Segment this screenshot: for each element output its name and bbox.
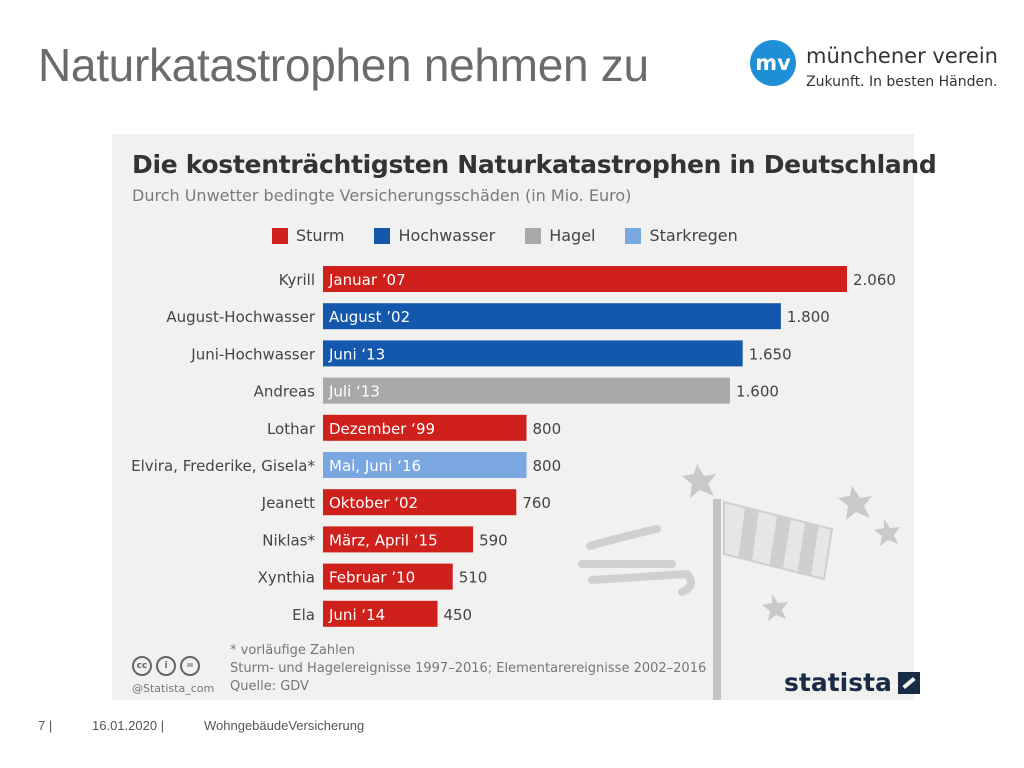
value-label: 1.800 (787, 308, 830, 326)
value-label: 1.650 (749, 345, 792, 363)
license-icons: cc i = (132, 656, 200, 676)
bar (323, 452, 527, 478)
chart-legend: Sturm Hochwasser Hagel Starkregen (272, 226, 738, 245)
bar (323, 303, 781, 330)
legend-swatch (525, 227, 542, 244)
bar (323, 266, 847, 292)
statista-credit: @Statista_com (132, 682, 215, 695)
footer-date: 16.01.2020 | (92, 718, 165, 733)
value-label: 510 (459, 569, 488, 587)
bar (323, 489, 517, 516)
bar-date-label: August ’02 (329, 308, 410, 326)
footer-topic: WohngebäudeVersicherung (204, 718, 365, 733)
statista-logo: statista (784, 668, 920, 697)
bar-date-label: Februar ’10 (329, 569, 415, 587)
bar-date-label: Juni ‘14 (328, 606, 385, 624)
bar-date-label: Oktober ‘02 (329, 494, 418, 512)
bar-date-label: Januar ’07 (328, 271, 406, 289)
windsock-decoration (578, 464, 900, 700)
note-line: * vorläufige Zahlen (230, 643, 355, 658)
value-label: 1.600 (736, 383, 779, 401)
no-derivatives-icon: = (180, 656, 200, 676)
note-line: Sturm- und Hagelereignisse 1997–2016; El… (230, 661, 707, 676)
bar (323, 600, 438, 627)
bar-date-label: Mai, Juni ‘16 (329, 457, 421, 475)
legend-item-hagel: Hagel (525, 226, 595, 245)
bar-date-label: Juli ‘13 (328, 383, 380, 401)
category-label: August-Hochwasser (166, 308, 315, 326)
statista-wordmark: statista (784, 668, 892, 697)
cc-icon: cc (132, 656, 152, 676)
note-line: Quelle: GDV (230, 679, 309, 694)
chart-notes: * vorläufige Zahlen Sturm- und Hagelerei… (230, 642, 706, 696)
legend-swatch (625, 227, 642, 244)
bar (323, 340, 743, 367)
category-label: Niklas* (262, 531, 315, 549)
value-label: 590 (479, 531, 508, 549)
legend-swatch (272, 227, 288, 244)
category-label: Jeanett (261, 494, 315, 512)
category-label: Xynthia (258, 569, 315, 587)
legend-label: Sturm (296, 226, 345, 245)
bar-date-label: Dezember ‘99 (329, 420, 435, 438)
legend-swatch (374, 227, 391, 244)
logo-name: münchener verein (806, 44, 998, 68)
legend-label: Hagel (549, 226, 596, 245)
attribution-icon: i (156, 656, 176, 676)
company-logo: mv münchener verein Zukunft. In besten H… (750, 40, 1000, 100)
logo-mark: mv (750, 40, 796, 86)
category-label: Ela (292, 606, 315, 624)
bar (323, 563, 453, 590)
bar (323, 414, 527, 441)
value-label: 800 (532, 457, 561, 475)
chart-svg: Kyrill Januar ’07 2.060 August-Hochwasser Au… (131, 266, 900, 700)
legend-item-sturm: Sturm (272, 226, 344, 245)
category-label: Lothar (267, 420, 316, 438)
infographic-card: Kyrill Januar ’07 2.060 August-Hochwasser Au… (112, 134, 937, 700)
legend-label: Starkregen (649, 226, 738, 245)
footer-page-number: 7 | (38, 718, 53, 733)
slide-title: Naturkatastrophen nehmen zu (38, 39, 649, 91)
bar-date-label: März, April ‘15 (329, 531, 438, 549)
value-label: 800 (532, 420, 561, 438)
logo-tagline: Zukunft. In besten Händen. (806, 74, 998, 90)
category-label: Kyrill (279, 271, 315, 289)
bar-date-label: Juni ‘13 (328, 345, 385, 363)
bar (323, 526, 474, 553)
legend-item-hochwasser: Hochwasser (374, 226, 495, 245)
bar (323, 377, 730, 404)
value-label: 450 (443, 606, 472, 624)
category-label: Juni-Hochwasser (190, 345, 316, 363)
legend-item-starkregen: Starkregen (625, 226, 738, 245)
chart-subtitle: Durch Unwetter bedingte Versicherungssch… (132, 186, 632, 205)
category-label: Elvira, Frederike, Gisela* (131, 457, 315, 475)
category-label: Andreas (254, 383, 316, 401)
statista-mark-icon (897, 671, 920, 694)
value-label: 760 (522, 494, 551, 512)
value-label: 2.060 (853, 271, 896, 289)
legend-label: Hochwasser (398, 226, 496, 245)
chart-title: Die kostenträchtigsten Naturkatastrophen… (132, 150, 937, 179)
